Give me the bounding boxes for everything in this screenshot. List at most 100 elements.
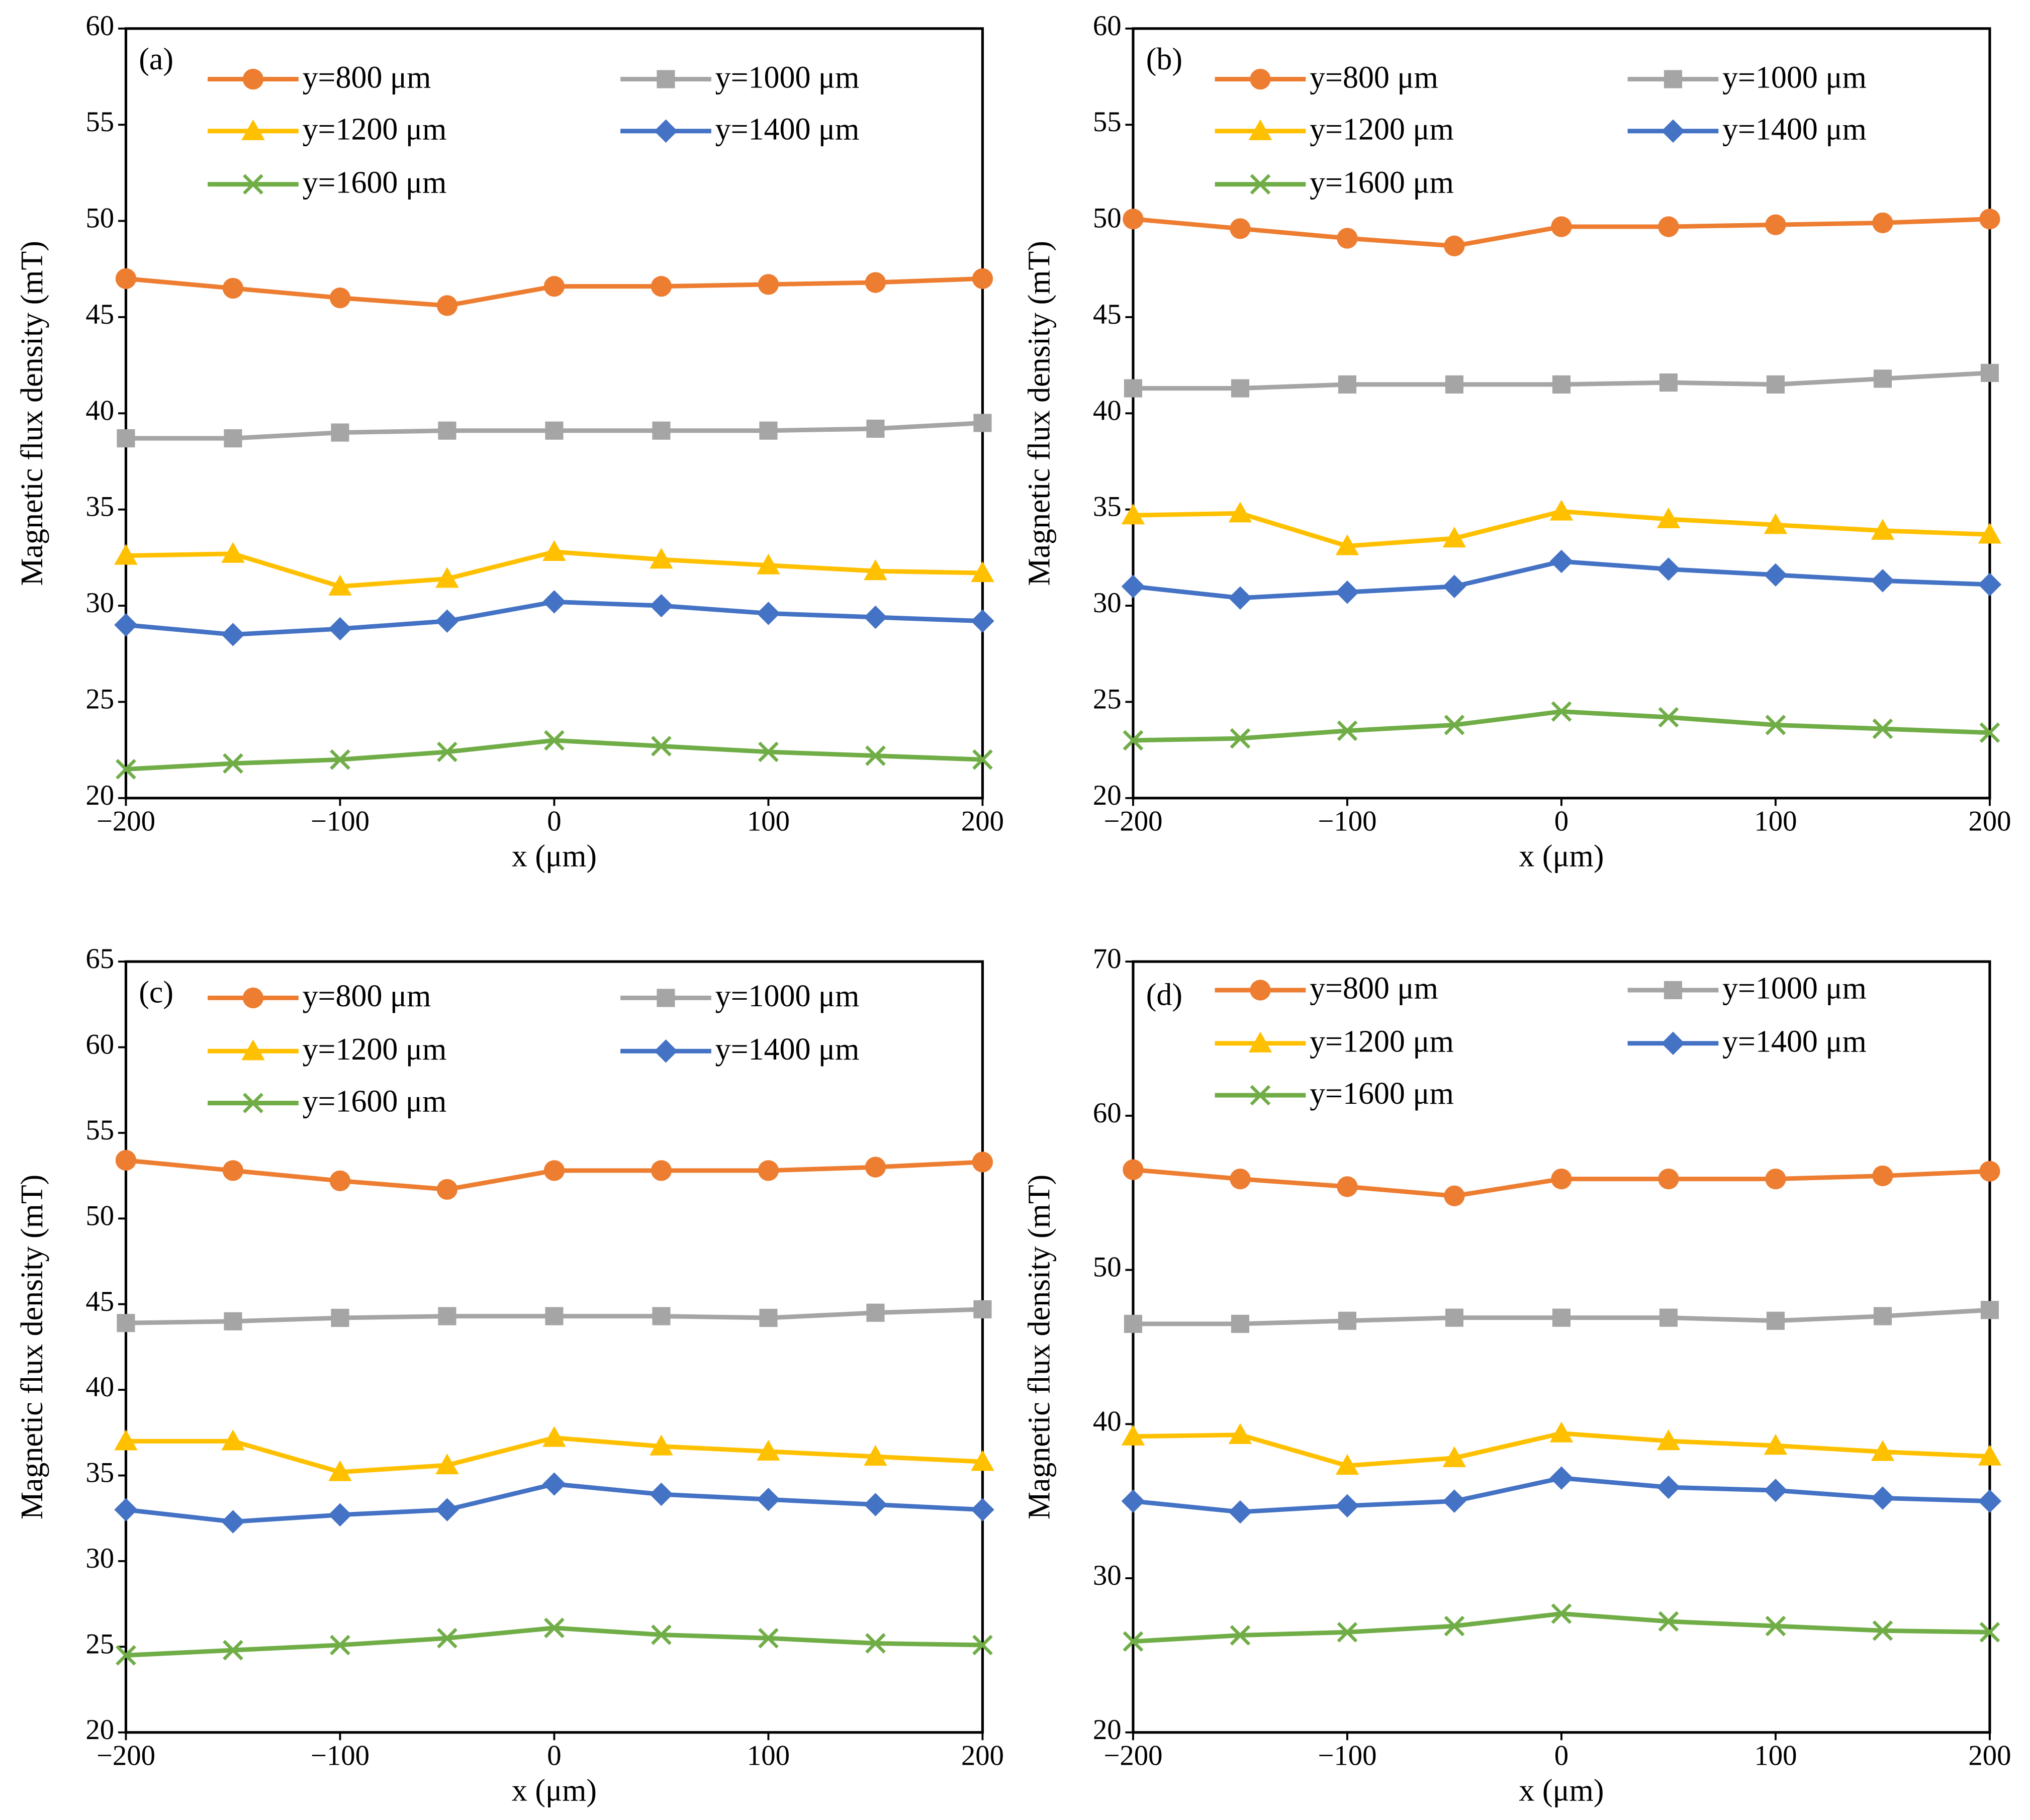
y-axis-title: Magnetic flux density (mT) <box>1022 1175 1056 1519</box>
data-point <box>435 609 459 633</box>
data-point <box>117 429 135 448</box>
data-point <box>436 295 458 316</box>
legend-label: y=1600 μm <box>303 165 447 200</box>
data-point <box>1337 1176 1358 1197</box>
legend-marker <box>243 174 263 195</box>
legend-label: y=1000 μm <box>715 60 860 94</box>
y-tick-label: 70 <box>1093 943 1122 975</box>
legend-label: y=1600 μm <box>1310 1077 1454 1111</box>
data-point <box>544 1617 565 1639</box>
data-point <box>115 268 137 290</box>
data-point <box>864 1445 887 1466</box>
data-point <box>1873 1307 1892 1325</box>
data-point <box>972 1152 993 1173</box>
y-tick-label: 55 <box>85 106 114 138</box>
data-point <box>1230 1625 1251 1646</box>
legend-label: y=1200 μm <box>1310 1025 1454 1059</box>
x-axis-title: x (μm) <box>512 1773 597 1807</box>
y-tick-label: 30 <box>85 1543 114 1574</box>
data-point <box>1656 507 1681 528</box>
data-point <box>1551 701 1572 722</box>
data-point <box>1338 1311 1357 1330</box>
x-tick-label: −200 <box>97 1740 155 1771</box>
y-tick-label: 60 <box>85 1029 114 1061</box>
y-tick-label: 60 <box>1093 1097 1122 1129</box>
legend-marker <box>657 70 675 88</box>
data-point <box>1764 513 1788 534</box>
data-point <box>222 277 244 299</box>
legend-label: y=1000 μm <box>715 979 860 1013</box>
data-point <box>1978 1489 2002 1513</box>
legend-marker <box>242 987 264 1009</box>
legend-label: y=800 μm <box>303 979 431 1013</box>
data-point <box>1444 1615 1465 1637</box>
data-point <box>973 1300 992 1319</box>
legend-label: y=800 μm <box>1310 60 1438 94</box>
data-point <box>1979 1622 2000 1643</box>
plot-area <box>126 962 983 1733</box>
data-point <box>1766 1311 1785 1330</box>
x-axis-title: x (μm) <box>512 839 597 873</box>
y-tick-label: 60 <box>85 10 114 42</box>
legend-marker <box>1664 981 1683 999</box>
y-tick-label: 30 <box>1093 587 1122 619</box>
data-point <box>1231 1314 1250 1333</box>
x-tick-label: −100 <box>311 805 370 837</box>
data-point <box>114 1429 138 1451</box>
data-point <box>438 421 456 440</box>
data-point <box>971 1450 994 1471</box>
data-point <box>1335 534 1359 555</box>
data-point <box>1980 1301 1999 1319</box>
data-point <box>651 736 672 756</box>
data-point <box>1445 375 1464 394</box>
y-tick-label: 50 <box>1093 1252 1122 1283</box>
y-tick-label: 20 <box>85 1714 114 1746</box>
panel-label: (c) <box>139 975 173 1009</box>
data-point <box>117 1314 135 1332</box>
data-point <box>1551 1603 1572 1624</box>
legend-label: y=1600 μm <box>1310 165 1454 200</box>
data-point <box>330 1635 350 1656</box>
data-point <box>1656 557 1681 581</box>
data-point <box>1123 209 1144 230</box>
legend-marker <box>1661 119 1685 143</box>
data-point <box>1871 1440 1895 1461</box>
data-point <box>331 1308 349 1327</box>
data-point <box>1445 1308 1464 1327</box>
data-point <box>1979 1161 2000 1182</box>
data-point <box>221 542 245 563</box>
legend-marker <box>1250 980 1271 1001</box>
legend-label: y=1000 μm <box>1722 60 1867 94</box>
data-point <box>1873 369 1892 388</box>
data-point <box>1549 500 1574 521</box>
data-point <box>1764 1433 1788 1455</box>
data-point <box>1228 1423 1252 1444</box>
x-tick-label: 200 <box>961 1740 1004 1771</box>
x-tick-label: 200 <box>1968 1740 2011 1771</box>
y-tick-label: 40 <box>85 395 114 426</box>
data-point <box>1228 502 1252 523</box>
data-point <box>1549 1421 1574 1443</box>
data-point <box>1979 209 2000 230</box>
data-point <box>1123 1631 1144 1652</box>
x-axis-title: x (μm) <box>1519 1773 1604 1807</box>
y-tick-label: 60 <box>1093 10 1122 42</box>
data-point <box>114 613 138 637</box>
data-point <box>221 1510 245 1534</box>
data-point <box>758 1160 779 1181</box>
legend-marker <box>243 1093 263 1113</box>
x-tick-label: 0 <box>547 805 561 837</box>
data-point <box>1872 1620 1893 1641</box>
data-point <box>1765 214 1786 235</box>
y-tick-label: 50 <box>85 1200 114 1231</box>
x-tick-label: −100 <box>1318 805 1376 837</box>
data-point <box>1766 375 1785 394</box>
x-tick-label: 100 <box>747 1740 790 1771</box>
data-point <box>866 1303 885 1322</box>
data-point <box>435 567 459 588</box>
legend-marker <box>657 989 675 1007</box>
data-point <box>1123 1159 1144 1180</box>
y-tick-label: 50 <box>1093 203 1122 234</box>
data-point <box>328 574 352 596</box>
legend-marker <box>1664 70 1683 88</box>
